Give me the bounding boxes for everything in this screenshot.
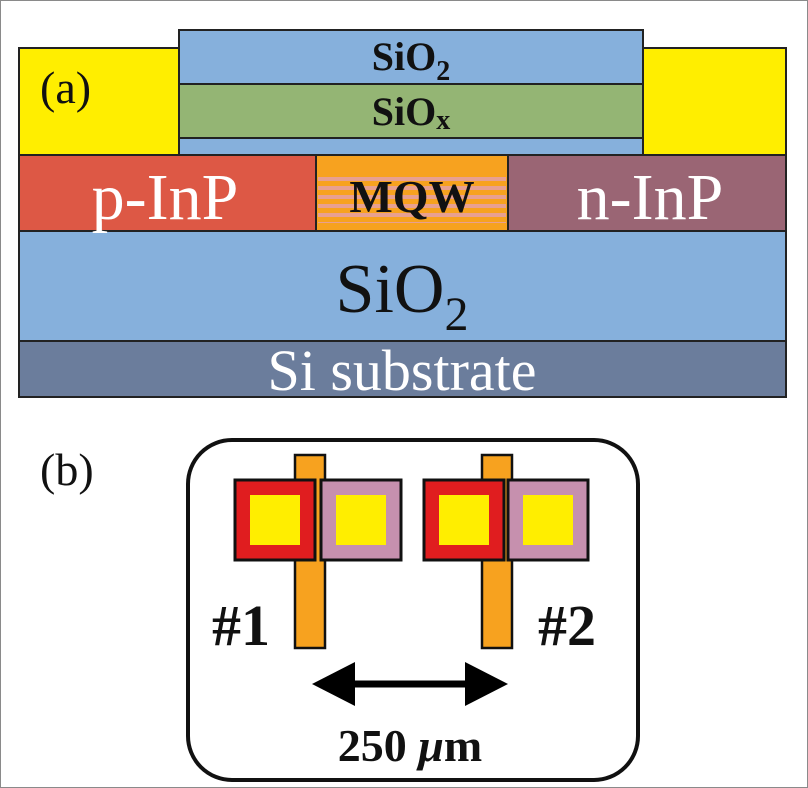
buried-sio2-text: SiO2: [336, 251, 469, 341]
si-substrate-text: Si substrate: [267, 338, 536, 403]
thin-sio2-layer: [178, 137, 644, 156]
mqw-stripes: [318, 177, 506, 223]
right-contact-pad: [642, 47, 787, 156]
panel-a-cross-section: (a) SiO2 SiOx p-InP MQW n-InP SiO2 Si su…: [18, 29, 787, 403]
top-sio2-layer: [178, 29, 644, 85]
buried-sio2-layer: [18, 230, 787, 342]
panel-b-top-view: (b) #1 #2 250 μm: [40, 438, 640, 782]
p-inp-text: p-InP: [92, 161, 239, 234]
siox-text: SiOx: [372, 89, 450, 136]
si-substrate-layer: [18, 340, 787, 398]
siox-layer: [178, 83, 644, 139]
device2-label: #2: [538, 593, 596, 658]
panel-a-label: (a): [40, 62, 91, 113]
device2-p-contact: [422, 478, 506, 562]
p-inp-region: [18, 154, 317, 232]
top-sio2-text: SiO2: [372, 34, 450, 87]
device1-label: #1: [212, 593, 270, 658]
device1-n-contact: [319, 478, 403, 562]
n-inp-text: n-InP: [577, 161, 724, 234]
device2-n-contact: [506, 478, 590, 562]
mqw-text: MQW: [349, 171, 474, 222]
device1-p-contact: [233, 478, 317, 562]
spacing-label: 250 μm: [338, 720, 482, 771]
panel-b-label: (b): [40, 444, 94, 495]
spacing-double-arrow: [312, 662, 508, 706]
